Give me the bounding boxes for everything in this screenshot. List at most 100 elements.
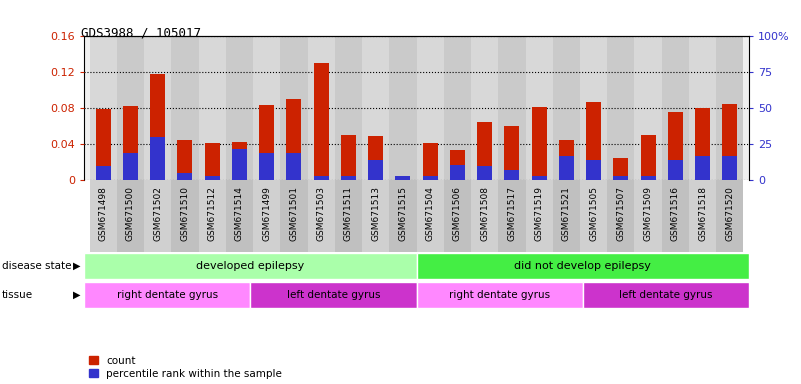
Bar	[253, 180, 280, 252]
Bar	[505, 170, 519, 180]
Text: ▶: ▶	[73, 290, 80, 300]
Bar	[314, 63, 328, 180]
Bar	[532, 107, 546, 180]
Bar	[232, 149, 247, 180]
Bar	[123, 153, 138, 180]
Text: tissue: tissue	[2, 290, 33, 300]
Bar	[695, 109, 710, 180]
Bar	[586, 102, 601, 180]
Bar	[150, 137, 165, 180]
Text: GSM671508: GSM671508	[480, 186, 489, 241]
Bar	[117, 180, 144, 252]
Bar	[171, 180, 199, 252]
Text: GDS3988 / 105017: GDS3988 / 105017	[81, 26, 201, 40]
Bar	[389, 36, 417, 180]
Text: GSM671502: GSM671502	[153, 186, 162, 241]
Bar	[205, 176, 219, 180]
Bar	[341, 136, 356, 180]
Bar	[362, 180, 389, 252]
Bar	[723, 104, 738, 180]
Text: GSM671513: GSM671513	[371, 186, 380, 241]
Bar	[641, 136, 655, 180]
Bar	[477, 122, 492, 180]
Bar	[695, 156, 710, 180]
Text: GSM671500: GSM671500	[126, 186, 135, 241]
Bar	[668, 161, 683, 180]
Text: GSM671509: GSM671509	[644, 186, 653, 241]
Text: GSM671515: GSM671515	[398, 186, 408, 241]
Bar	[232, 142, 247, 180]
Bar	[553, 36, 580, 180]
Text: GSM671505: GSM671505	[589, 186, 598, 241]
Text: GSM671517: GSM671517	[507, 186, 517, 241]
Bar	[314, 176, 328, 180]
Bar	[689, 36, 716, 180]
Text: GSM671510: GSM671510	[180, 186, 189, 241]
Bar	[444, 180, 471, 252]
Bar	[362, 36, 389, 180]
Legend: count, percentile rank within the sample: count, percentile rank within the sample	[90, 356, 282, 379]
Bar	[199, 180, 226, 252]
Text: GSM671511: GSM671511	[344, 186, 353, 241]
Bar	[205, 143, 219, 180]
Bar	[498, 180, 525, 252]
Bar	[716, 180, 743, 252]
Bar	[471, 36, 498, 180]
Bar	[444, 36, 471, 180]
Bar	[417, 36, 444, 180]
Text: left dentate gyrus: left dentate gyrus	[287, 290, 380, 300]
Bar	[532, 176, 546, 180]
Bar	[90, 180, 117, 252]
Bar	[450, 165, 465, 180]
Bar	[505, 126, 519, 180]
Bar	[178, 173, 192, 180]
Bar	[341, 176, 356, 180]
Bar	[525, 180, 553, 252]
Bar	[260, 105, 274, 180]
Bar	[368, 136, 383, 180]
Bar	[668, 112, 683, 180]
Bar	[450, 150, 465, 180]
Bar	[553, 180, 580, 252]
Bar	[150, 74, 165, 180]
Text: developed epilepsy: developed epilepsy	[196, 261, 304, 271]
Text: GSM671514: GSM671514	[235, 186, 244, 241]
Bar	[260, 153, 274, 180]
Text: GSM671498: GSM671498	[99, 186, 107, 241]
Bar	[417, 253, 749, 279]
Bar	[280, 36, 308, 180]
Bar	[634, 36, 662, 180]
Bar	[559, 156, 574, 180]
Text: left dentate gyrus: left dentate gyrus	[619, 290, 713, 300]
Bar	[634, 180, 662, 252]
Bar	[123, 106, 138, 180]
Bar	[423, 176, 437, 180]
Text: GSM671503: GSM671503	[316, 186, 326, 241]
Bar	[368, 161, 383, 180]
Bar	[583, 282, 749, 308]
Bar	[335, 36, 362, 180]
Bar	[95, 166, 111, 180]
Text: GSM671504: GSM671504	[425, 186, 435, 241]
Bar	[477, 166, 492, 180]
Bar	[389, 180, 417, 252]
Bar	[335, 180, 362, 252]
Bar	[417, 180, 444, 252]
Text: disease state: disease state	[2, 261, 71, 271]
Bar	[396, 176, 410, 180]
Bar	[144, 180, 171, 252]
Bar	[662, 36, 689, 180]
Bar	[559, 140, 574, 180]
Bar	[716, 36, 743, 180]
Bar	[117, 36, 144, 180]
Bar	[226, 180, 253, 252]
Bar	[178, 140, 192, 180]
Bar	[90, 36, 117, 180]
Bar	[607, 36, 634, 180]
Bar	[84, 253, 417, 279]
Text: GSM671507: GSM671507	[617, 186, 626, 241]
Bar	[171, 36, 199, 180]
Bar	[199, 36, 226, 180]
Bar	[287, 99, 301, 180]
Text: GSM671519: GSM671519	[534, 186, 544, 241]
